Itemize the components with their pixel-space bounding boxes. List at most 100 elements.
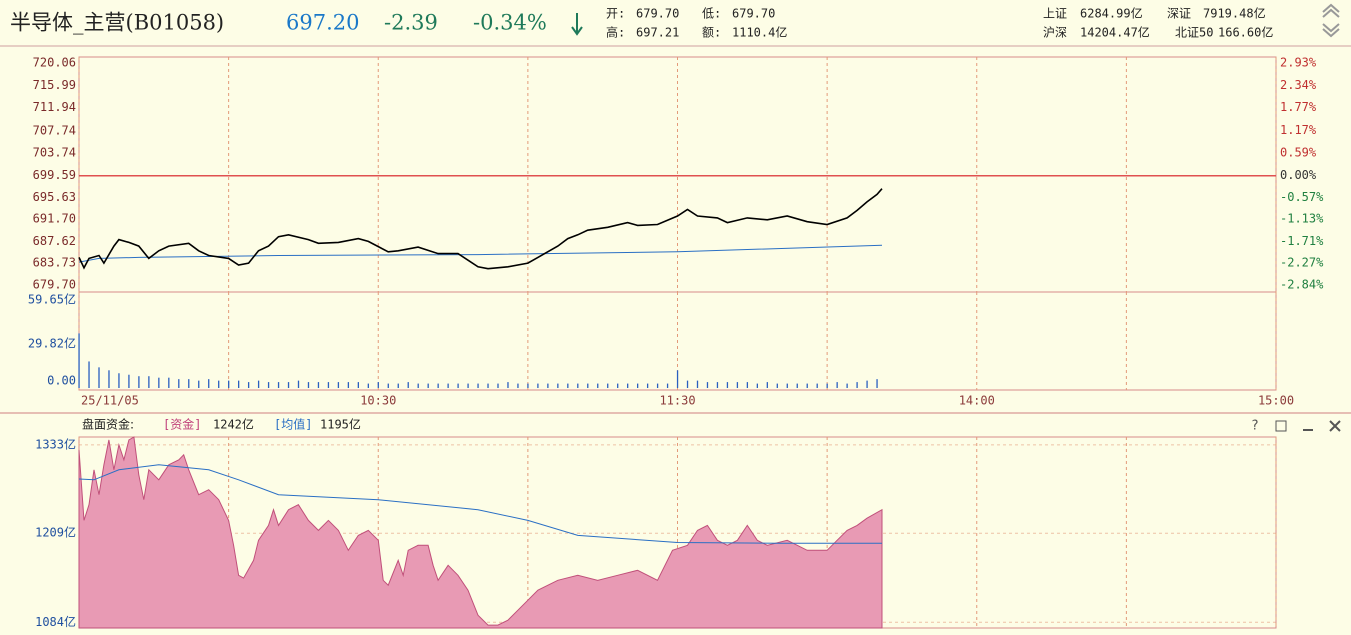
series-line xyxy=(78,244,883,263)
volume-bar xyxy=(118,373,120,388)
volume-bar xyxy=(756,383,758,388)
value: 679.70 xyxy=(636,7,679,21)
volume-bar xyxy=(716,382,719,388)
volume-bar xyxy=(856,382,858,388)
x-tick-label: 25/11/05 xyxy=(81,394,139,408)
volume-bar xyxy=(457,383,459,388)
label: 低: xyxy=(702,7,721,21)
y-tick-label: 695.63 xyxy=(33,190,76,204)
y2-tick-label: 2.34% xyxy=(1280,78,1317,92)
y2-tick-label: -1.13% xyxy=(1280,212,1324,226)
scroll-button[interactable] xyxy=(1322,3,1340,38)
volume-bar xyxy=(577,383,579,388)
volume-bar xyxy=(447,383,449,388)
label: 额: xyxy=(702,26,721,40)
index-value: 14204.47亿 xyxy=(1080,25,1150,40)
down-arrow xyxy=(571,13,583,36)
volume-bar xyxy=(646,383,649,388)
legend-value: 1242亿 xyxy=(213,417,254,432)
volume-bar xyxy=(138,376,140,388)
price: 697.20 xyxy=(286,11,359,35)
volume-bar xyxy=(347,382,350,388)
volume-bar xyxy=(238,380,240,388)
change: -2.39 xyxy=(384,11,438,35)
volume-bar xyxy=(297,380,300,388)
y2-tick-label: 0.59% xyxy=(1280,146,1317,160)
volume-bar xyxy=(487,383,489,388)
volume-bar xyxy=(726,382,729,388)
volume-bar xyxy=(497,383,499,388)
help-button[interactable]: ? xyxy=(1251,419,1259,434)
volume-bar xyxy=(666,383,669,388)
volume-bar xyxy=(766,382,768,388)
volume-bar xyxy=(247,382,250,388)
index-name: 深证 xyxy=(1167,7,1191,21)
value: 697.21 xyxy=(636,26,679,40)
volume-bar xyxy=(218,380,220,388)
volume-bar xyxy=(287,382,290,388)
x-tick-label: 14:00 xyxy=(959,394,995,408)
legend-name: [资金] xyxy=(163,417,201,432)
volume-bar xyxy=(198,380,200,388)
volume-bar xyxy=(607,383,609,388)
y-tick-label: 1333亿 xyxy=(35,436,76,451)
volume-bar xyxy=(567,383,569,388)
panel-title: 盘面资金: xyxy=(82,417,134,432)
index-name: 上证 xyxy=(1043,7,1067,21)
volume-bar xyxy=(736,382,739,388)
volume-bar xyxy=(706,382,709,388)
volume-bar xyxy=(537,383,539,388)
x-tick-label: 15:00 xyxy=(1258,394,1294,408)
volume-bar xyxy=(437,383,439,388)
y-tick-label: 683.73 xyxy=(33,255,76,269)
time-axis-band xyxy=(0,391,1351,413)
label: 高: xyxy=(606,25,625,40)
volume-bar xyxy=(397,383,399,388)
volume-bar xyxy=(836,382,838,388)
y-tick-label: 687.62 xyxy=(33,234,76,248)
index-value: 6284.99亿 xyxy=(1080,6,1143,21)
volume-bar xyxy=(168,377,170,388)
volume-bar xyxy=(816,383,818,388)
volume-bar xyxy=(277,382,280,388)
volume-bar xyxy=(547,383,549,388)
volume-bar xyxy=(427,383,429,388)
volume-bar xyxy=(407,382,409,388)
y-tick-label: 679.70 xyxy=(33,278,76,292)
y2-tick-label: 2.93% xyxy=(1280,56,1317,70)
y2-tick-label: -1.71% xyxy=(1280,234,1324,248)
y2-tick-label: -2.84% xyxy=(1280,278,1324,292)
volume-bar xyxy=(327,382,330,388)
volume-bar xyxy=(746,382,749,388)
volume-bar xyxy=(786,383,788,388)
value: 1110.4亿 xyxy=(732,25,787,40)
volume-bar xyxy=(467,383,469,388)
volume-bar xyxy=(806,383,808,388)
y-tick-label: 691.70 xyxy=(33,211,76,225)
volume-bar xyxy=(178,379,180,388)
volume-bar xyxy=(98,367,100,388)
close-button[interactable] xyxy=(1329,420,1341,432)
volume-bar xyxy=(377,382,379,388)
y-tick-label: 715.99 xyxy=(33,78,76,92)
volume-bar xyxy=(128,374,130,388)
y-tick-label: 0.00 xyxy=(47,374,76,388)
volume-bar xyxy=(527,383,529,388)
x-tick-label: 11:30 xyxy=(659,394,695,408)
maximize-button[interactable] xyxy=(1275,420,1287,432)
volume-bar xyxy=(267,382,270,388)
volume-bar xyxy=(477,383,479,388)
volume-bar xyxy=(307,382,310,388)
volume-bar xyxy=(158,377,160,388)
volume-bar xyxy=(88,361,90,388)
y-tick-label: 707.74 xyxy=(33,123,76,137)
y2-tick-label: 1.77% xyxy=(1280,100,1317,114)
change-pct: -0.34% xyxy=(473,11,547,35)
volume-bar xyxy=(317,382,320,388)
volume-bar xyxy=(148,376,150,388)
volume-bar xyxy=(876,379,878,388)
legend-value: 1195亿 xyxy=(320,417,361,432)
volume-bar xyxy=(228,380,230,388)
y-tick-label: 703.74 xyxy=(33,145,76,159)
